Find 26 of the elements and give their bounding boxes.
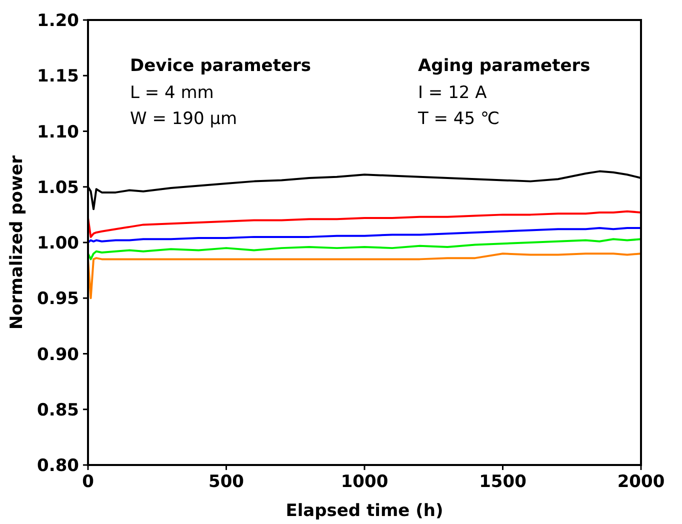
y-tick-label: 1.00 <box>37 234 80 254</box>
line-series <box>87 227 642 244</box>
y-tick-label: 0.95 <box>37 289 79 310</box>
y-tick-label: 1.10 <box>37 122 80 142</box>
annotation: Aging parameters <box>418 56 590 76</box>
x-axis-title: Elapsed time (h) <box>286 501 444 521</box>
y-tick-label: 1.15 <box>37 66 79 87</box>
x-tick-label: 0 <box>82 472 94 492</box>
annotation: Device parameters <box>130 56 311 76</box>
x-tick-label: 2000 <box>617 472 665 492</box>
x-tick-label: 500 <box>208 472 244 492</box>
line-series <box>87 238 642 260</box>
y-tick-label: 0.85 <box>37 400 79 420</box>
y-tick-label: 1.20 <box>37 11 80 31</box>
annotation: W = 190 μm <box>130 109 238 129</box>
line-series <box>87 252 642 300</box>
y-axis-title: Normalized power <box>7 154 27 330</box>
y-tick-label: 0.80 <box>37 456 80 476</box>
line-series <box>87 210 642 238</box>
annotation: I = 12 A <box>418 83 488 103</box>
annotation: T = 45 ℃ <box>417 109 500 129</box>
y-tick-label: 0.90 <box>37 344 80 365</box>
x-tick-label: 1000 <box>340 472 388 492</box>
x-tick-label: 1500 <box>479 472 527 492</box>
annotation: L = 4 mm <box>130 83 214 103</box>
y-tick-label: 1.05 <box>37 178 79 198</box>
